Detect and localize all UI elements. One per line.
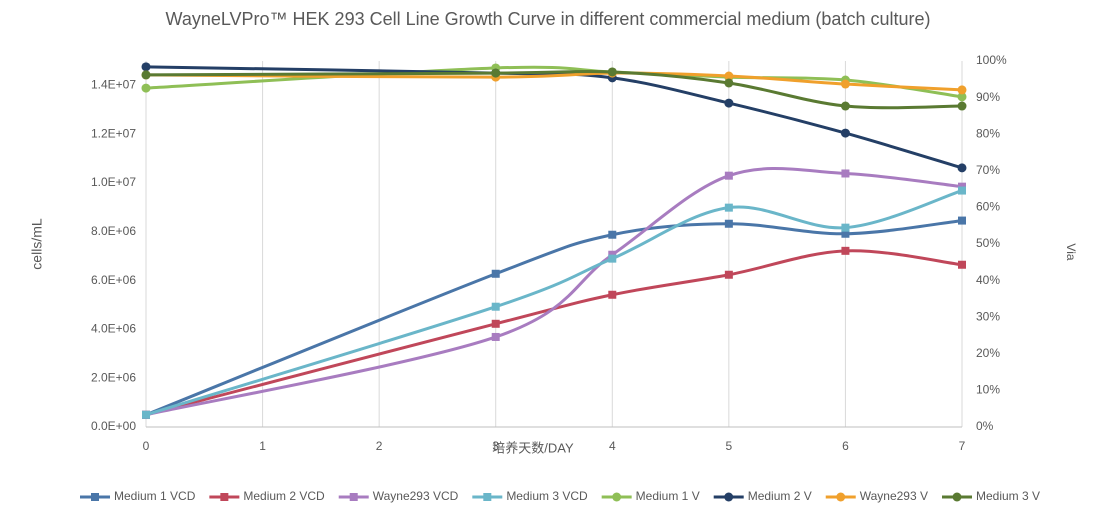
data-point (141, 62, 151, 72)
legend-label: Wayne293 VCD (373, 489, 459, 503)
legend-marker (952, 492, 962, 502)
x-axis-label: 培养天数/DAY (492, 440, 574, 455)
legend-marker (836, 492, 846, 502)
legend-label: Medium 1 V (636, 489, 700, 503)
data-point (724, 171, 733, 180)
data-point (841, 246, 850, 255)
data-point (491, 302, 500, 311)
y2-tick-label: 90% (976, 90, 1000, 104)
data-point (957, 85, 967, 95)
data-point (840, 79, 850, 89)
y-tick-label: 2.0E+06 (91, 370, 136, 384)
data-point (491, 332, 500, 341)
y2-tick-label: 30% (976, 309, 1000, 323)
y2-tick-label: 60% (976, 200, 1000, 214)
series-line (145, 65, 963, 170)
data-point (491, 68, 501, 78)
data-point (608, 290, 617, 299)
data-point (957, 92, 967, 102)
series-line (145, 189, 963, 417)
legend-marker (724, 492, 734, 502)
data-point (724, 219, 733, 228)
y2-tick-label: 10% (976, 383, 1000, 397)
x-tick-label: 7 (959, 439, 966, 453)
legend-label: Medium 2 V (748, 489, 812, 503)
x-tick-label: 0 (143, 439, 150, 453)
x-tick-label: 3 (492, 439, 499, 453)
y2-tick-label: 40% (976, 273, 1000, 287)
legend-marker (220, 493, 229, 501)
x-tick-label: 2 (376, 439, 383, 453)
data-point (724, 270, 733, 279)
legend-marker (483, 493, 492, 501)
data-point (141, 83, 151, 93)
y2-tick-label: 100% (976, 53, 1007, 67)
y-tick-label: 1.2E+07 (91, 126, 136, 140)
data-point (491, 269, 500, 278)
y-tick-label: 1.4E+07 (91, 78, 136, 92)
legend-label: Wayne293 V (860, 489, 928, 503)
y2-axis-label: Via (1064, 243, 1078, 260)
data-point (724, 98, 734, 108)
legend-marker (349, 493, 358, 501)
data-point (141, 70, 151, 80)
x-tick-label: 6 (842, 439, 849, 453)
data-point (724, 203, 733, 212)
y2-tick-label: 0% (976, 419, 994, 433)
data-point (840, 128, 850, 138)
y-tick-label: 1.0E+07 (91, 175, 136, 189)
legend-marker (91, 493, 99, 501)
data-point (142, 410, 150, 419)
x-tick-label: 5 (726, 439, 733, 453)
legend-label: Medium 3 VCD (506, 489, 588, 503)
legend-label: Medium 3 V (976, 489, 1040, 503)
x-tick-label: 1 (259, 439, 266, 453)
y-axis-label: cells/mL (29, 218, 45, 270)
data-point (841, 229, 850, 238)
data-point (841, 223, 850, 232)
data-point (608, 254, 617, 263)
data-point (957, 101, 967, 111)
chart-title: WayneLVPro™ HEK 293 Cell Line Growth Cur… (166, 9, 931, 29)
y-tick-label: 4.0E+06 (91, 322, 136, 336)
data-point (841, 169, 850, 178)
data-point (724, 71, 734, 81)
y-tick-label: 6.0E+06 (91, 273, 136, 287)
x-tick-label: 4 (609, 439, 616, 453)
legend-marker (612, 492, 622, 502)
y-tick-label: 0.0E+00 (91, 419, 136, 433)
data-point (958, 260, 966, 269)
data-point (608, 230, 617, 239)
data-point (958, 216, 966, 225)
legend-label: Medium 2 VCD (243, 489, 325, 503)
data-point (491, 319, 500, 328)
data-point (957, 163, 967, 173)
data-point (607, 67, 617, 77)
y2-tick-label: 20% (976, 346, 1000, 360)
y2-tick-label: 80% (976, 126, 1000, 140)
legend-label: Medium 1 VCD (114, 489, 196, 503)
data-point (840, 101, 850, 111)
data-point (958, 186, 966, 195)
y2-tick-label: 50% (976, 236, 1000, 250)
y-tick-label: 8.0E+06 (91, 224, 136, 238)
y2-tick-label: 70% (976, 163, 1000, 177)
data-point (724, 78, 734, 88)
